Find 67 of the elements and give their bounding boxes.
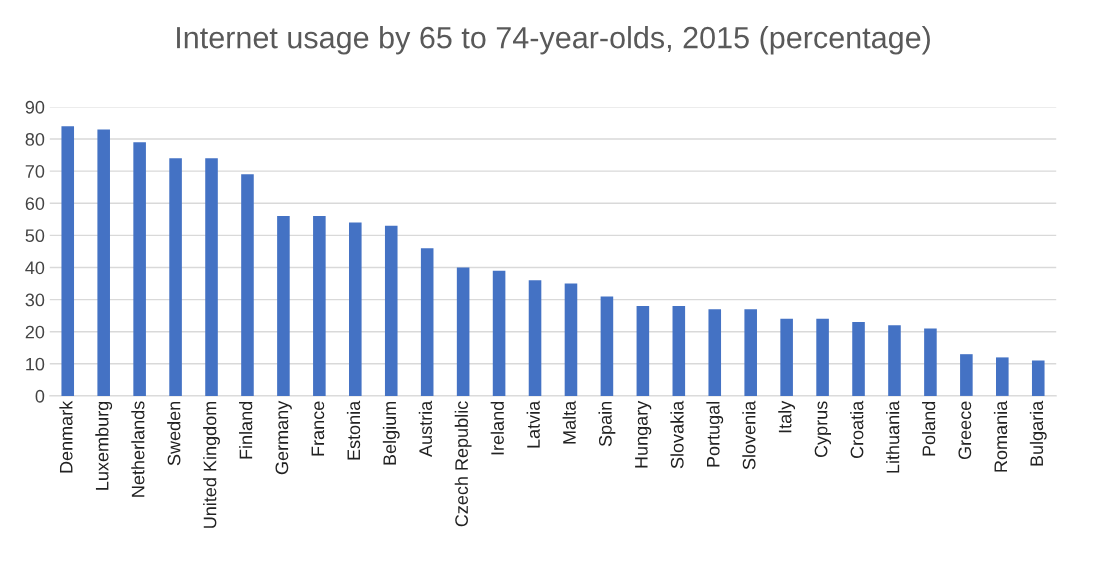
bar: [349, 222, 362, 396]
x-tick-label: Greece: [958, 401, 972, 460]
bar: [924, 328, 937, 396]
x-tick-label: Netherlands: [131, 401, 145, 497]
x-tick-label: Slovenia: [742, 400, 756, 470]
bar: [277, 216, 290, 396]
bar: [600, 296, 614, 396]
bar: [816, 318, 829, 396]
bar: [61, 126, 75, 396]
y-tick-label: 60: [25, 197, 45, 210]
bar: [1031, 360, 1045, 396]
y-tick-label: 0: [35, 389, 45, 403]
bar: [169, 158, 182, 396]
y-tick-label: 50: [25, 229, 45, 243]
bar: [564, 283, 578, 396]
x-tick-label: Romania: [993, 400, 1008, 472]
x-tick-label: Italy: [778, 400, 796, 433]
bar: [528, 280, 542, 396]
x-tick-label: Estonia: [346, 400, 361, 460]
chart-title: Internet usage by 65 to 74-year-olds, 2015 (percentage): [177, 26, 930, 55]
bar: [780, 318, 793, 396]
bar: [672, 306, 686, 396]
x-tick-label: Slovakia: [670, 400, 684, 469]
y-tick-label: 40: [25, 261, 45, 275]
bar: [852, 322, 865, 396]
y-tick-label: 80: [25, 132, 45, 146]
bar: [241, 174, 254, 396]
bar: [888, 325, 901, 396]
x-tick-label: France: [311, 401, 325, 456]
y-tick-label: 10: [26, 357, 45, 371]
x-tick-label: Poland: [922, 401, 936, 456]
y-tick-label: 90: [25, 100, 45, 114]
bar: [313, 216, 326, 396]
x-tick-label: Germany: [275, 400, 292, 475]
x-tick-label: Lithuania: [886, 400, 900, 473]
bar: [456, 267, 470, 396]
bar: [384, 225, 398, 396]
y-tick-label: 20: [25, 325, 45, 339]
y-tick-label: 70: [25, 165, 45, 178]
x-tick-label: Hungary: [635, 400, 652, 468]
x-tick-label: Finland: [239, 401, 253, 459]
x-tick-label: Belgium: [382, 401, 400, 465]
bar: [996, 357, 1009, 396]
x-tick-label: Bulgaria: [1029, 400, 1047, 466]
x-tick-label: Portugal: [706, 401, 724, 467]
x-tick-label: Ireland: [490, 401, 504, 455]
x-tick-label: Croatia: [850, 400, 864, 459]
bar: [636, 306, 650, 396]
x-tick-label: Czech Republic: [454, 401, 472, 527]
bar: [97, 129, 110, 396]
x-tick-label: Spain: [598, 401, 616, 447]
bar: [205, 158, 218, 396]
x-tick-label: United Kingdom: [203, 401, 220, 528]
bar: [960, 354, 973, 396]
bar: [492, 270, 506, 396]
y-tick-label: 30: [25, 293, 45, 307]
bar: [133, 142, 146, 396]
x-tick-label: Luxemburg: [95, 401, 113, 490]
x-tick-label: Cyprus: [814, 401, 831, 458]
x-tick-label: Malta: [562, 400, 576, 444]
x-tick-label: Austria: [418, 400, 433, 457]
bar: [420, 248, 434, 396]
bar: [744, 309, 757, 396]
x-tick-label: Sweden: [167, 401, 181, 466]
x-tick-label: Latvia: [526, 400, 540, 448]
bar: [708, 309, 722, 396]
x-tick-label: Denmark: [59, 400, 73, 473]
